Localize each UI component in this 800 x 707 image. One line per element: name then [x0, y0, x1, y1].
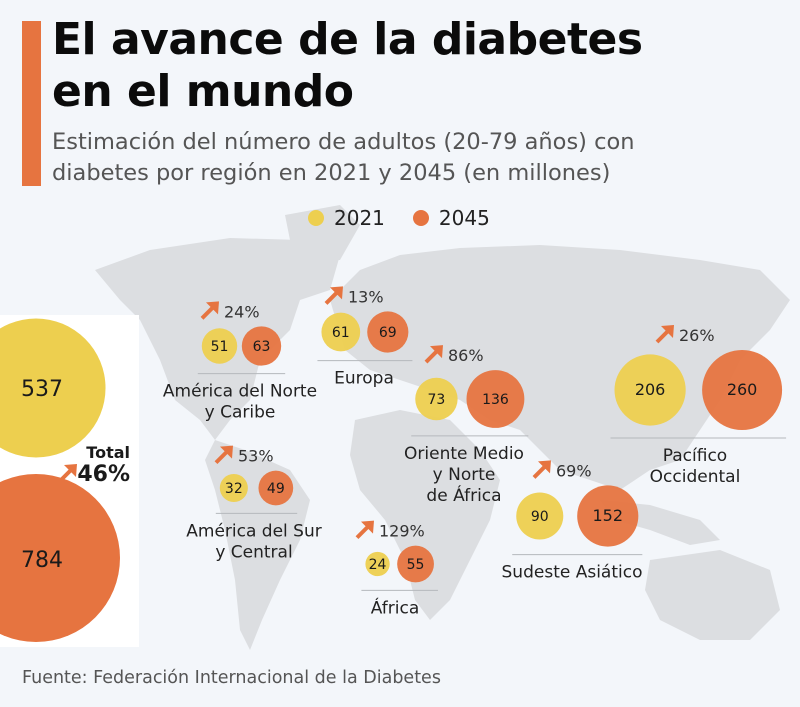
- region-2-name-line-3: de África: [426, 484, 501, 506]
- region-4-bubble-2045: [258, 470, 294, 506]
- region-1-arrow-icon: [324, 286, 343, 305]
- region-1-name-line-1: Europa: [334, 369, 394, 389]
- page-title: El avance de la diabetes en el mundo: [52, 14, 643, 118]
- region-4-name-line-2: y Central: [215, 542, 292, 562]
- total-arrow-icon: [58, 464, 77, 483]
- region-6-value-2045: 55: [407, 557, 425, 573]
- region-1-change: 13%: [348, 287, 384, 306]
- region-3-arrow-icon: [655, 325, 674, 344]
- region-1-value-2021: 61: [332, 325, 350, 341]
- map-eurasia: [330, 245, 790, 490]
- total-label: Total: [86, 443, 130, 462]
- region-0-name-line-1: América del Norte: [163, 382, 317, 402]
- region-2-change: 86%: [448, 346, 484, 365]
- region-6-bubble-2021: [365, 551, 390, 577]
- subtitle-line-2: diabetes por región en 2021 y 2045 (en m…: [52, 160, 611, 186]
- legend-dot-2021: [308, 210, 324, 226]
- total-value-2021: 537: [21, 377, 63, 402]
- region-2-arrow-icon: [424, 345, 443, 364]
- region-4-name-line-1: América del Sur: [186, 521, 321, 541]
- region-4-value-2021: 32: [225, 481, 243, 497]
- region-2-name-line-1: Oriente Medio: [404, 444, 524, 464]
- source-note: Fuente: Federación Internacional de la D…: [22, 668, 441, 688]
- region-0-bubble-2021: [201, 328, 238, 364]
- region-5-name-line-1: Sudeste Asiático: [502, 563, 643, 583]
- region-0-arrow-icon: [200, 301, 219, 320]
- map-australia: [645, 550, 780, 640]
- region-0-name-line-2: y Caribe: [205, 403, 276, 423]
- region-0-value-2045: 63: [253, 339, 271, 355]
- region-5-change: 69%: [556, 461, 592, 480]
- map-africa: [350, 410, 500, 620]
- map-greenland: [285, 205, 360, 262]
- region-5-value-2045: 152: [592, 506, 623, 525]
- legend-item-2045: 2045: [412, 206, 490, 230]
- region-6-change: 129%: [379, 522, 425, 541]
- region-2-bubble-2021: [415, 377, 458, 421]
- title-line-2: en el mundo: [52, 66, 354, 117]
- total-value-2045: 784: [21, 548, 63, 573]
- region-5-bubble-2021: [516, 492, 564, 540]
- region-6-value-2021: 24: [369, 557, 387, 573]
- legend-label-2045: 2045: [438, 206, 490, 230]
- region-3-change: 26%: [679, 326, 715, 345]
- region-3-name-line-1: Pacífico: [663, 446, 727, 466]
- region-4-value-2045: 49: [267, 481, 285, 497]
- region-1-bubble-2045: [367, 311, 409, 353]
- region-6-bubble-2045: [397, 545, 434, 583]
- region-2-value-2045: 136: [482, 392, 509, 408]
- region-3-name-line-2: Occidental: [650, 467, 741, 487]
- region-6-arrow-icon: [355, 520, 374, 540]
- region-0-bubble-2045: [241, 326, 282, 366]
- region-5-arrow-icon: [532, 460, 551, 479]
- region-3-bubble-2045: [702, 350, 783, 430]
- region-5-value-2021: 90: [531, 509, 549, 525]
- region-3-bubble-2021: [614, 354, 686, 426]
- region-2-value-2021: 73: [428, 392, 446, 408]
- region-4-bubble-2021: [219, 473, 248, 503]
- total-change: 46%: [77, 462, 130, 487]
- region-6-name-line-1: África: [371, 596, 420, 618]
- page-subtitle: Estimación del número de adultos (20-79 …: [52, 127, 635, 189]
- region-0-change: 24%: [224, 302, 260, 321]
- region-1-value-2045: 69: [379, 325, 397, 341]
- region-4-arrow-icon: [214, 445, 233, 465]
- region-1-bubble-2021: [321, 312, 361, 352]
- region-2-bubble-2045: [466, 370, 525, 428]
- region-2-name-line-2: y Norte: [433, 465, 496, 485]
- region-4-change: 53%: [238, 447, 274, 466]
- legend: 2021 2045: [308, 206, 518, 230]
- legend-dot-2045: [412, 210, 429, 226]
- legend-item-2021: 2021: [308, 206, 385, 230]
- region-3-value-2021: 206: [635, 380, 666, 399]
- total-bubble-2021: [0, 318, 106, 458]
- title-accent-bar: [22, 21, 41, 186]
- title-line-1: El avance de la diabetes: [52, 14, 643, 65]
- region-3-value-2045: 260: [727, 380, 758, 399]
- region-0-value-2021: 51: [211, 339, 229, 355]
- legend-label-2021: 2021: [334, 206, 385, 230]
- total-bubble-2045: [0, 474, 120, 642]
- region-5-bubble-2045: [577, 485, 639, 547]
- subtitle-line-1: Estimación del número de adultos (20-79 …: [52, 129, 635, 155]
